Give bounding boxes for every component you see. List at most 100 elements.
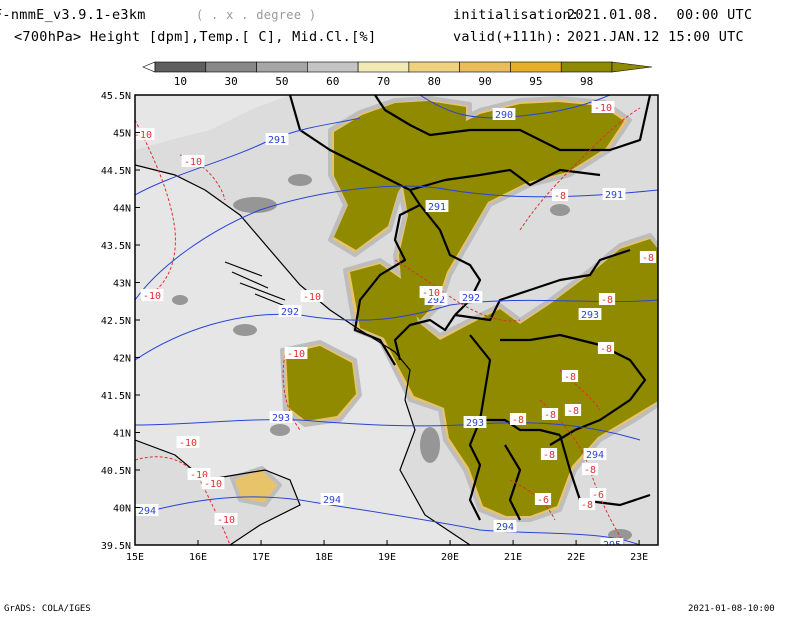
- temp-label: -8: [544, 410, 556, 421]
- height-label-bg: [265, 133, 289, 145]
- temp-label-bg: [300, 290, 324, 302]
- colorbar-label: 80: [428, 75, 441, 88]
- init-value: 2021.01.08. 00:00 UTC: [567, 7, 753, 23]
- height-label-bg: [135, 504, 159, 516]
- temp-label: -10: [287, 349, 305, 360]
- lon-label: 23E: [630, 552, 648, 563]
- colorbar-label: 98: [580, 75, 593, 88]
- init-label: initialisation:: [453, 7, 580, 23]
- temp-label-bg: [589, 488, 607, 500]
- temp-label-bg: [597, 342, 615, 354]
- height-label-bg: [269, 411, 293, 423]
- height-label: 294: [138, 506, 156, 517]
- colorbar-swatch: [256, 61, 308, 73]
- colorbar-swatch: [154, 61, 207, 73]
- model-title: F-nmmE_v3.9.1-e3km: [0, 7, 146, 23]
- colorbar-label: 30: [225, 75, 238, 88]
- temp-label: -6: [592, 490, 604, 501]
- height-label-bg: [463, 416, 487, 428]
- lat-label: 41.5N: [101, 391, 131, 402]
- height-label-bg: [493, 520, 517, 532]
- height-label: 291: [428, 202, 446, 213]
- height-contours: [135, 95, 658, 545]
- temp-label: -10: [594, 103, 612, 114]
- height-label-bg: [459, 291, 483, 303]
- height-label: 294: [323, 495, 341, 506]
- temp-label-bg: [534, 493, 552, 505]
- temp-label: -10: [184, 157, 202, 168]
- colorbar-label: 10: [174, 75, 187, 88]
- temp-label-bg: [551, 189, 569, 201]
- height-label-bg: [602, 188, 626, 200]
- temp-label: -10: [134, 130, 152, 141]
- lon-label: 19E: [378, 552, 396, 563]
- temp-labels: -10-10-10 -10 -10-10-10-10-10-10-10-8-8-8-…: [134, 101, 657, 526]
- temp-label-bg: [201, 477, 225, 489]
- lat-label: 39.5N: [101, 541, 131, 552]
- temp-label-bg: [591, 101, 615, 113]
- temp-label: -8: [584, 465, 596, 476]
- temp-label: -10: [143, 291, 161, 302]
- height-label: 292: [281, 307, 299, 318]
- temp-label: -8: [600, 344, 612, 355]
- height-label-bg: [492, 108, 516, 120]
- height-label-bg: [600, 538, 624, 545]
- temp-label: -8: [512, 415, 524, 426]
- colorbar-label: 90: [478, 75, 491, 88]
- colorbar-swatch: [205, 61, 257, 73]
- height-label-bg: [278, 305, 302, 317]
- temp-label: -10: [204, 479, 222, 490]
- grid-note: ( . x . degree ): [196, 8, 317, 22]
- height-label: 293: [581, 310, 599, 321]
- lon-label: 17E: [252, 552, 270, 563]
- height-label: 294: [586, 450, 604, 461]
- temp-label-bg: [564, 404, 582, 416]
- temp-label-bg: [540, 448, 558, 460]
- temp-label: -8: [567, 406, 579, 417]
- lat-label: 43N: [113, 279, 131, 290]
- temp-label-bg: [509, 413, 527, 425]
- lon-label: 16E: [189, 552, 207, 563]
- temp-label: -10: [422, 288, 440, 299]
- height-label: 291: [605, 190, 623, 201]
- height-label-bg: [583, 448, 607, 460]
- temp-label: -8: [642, 253, 654, 264]
- temp-label: -6: [537, 495, 549, 506]
- colorbar-label: 50: [275, 75, 288, 88]
- height-label: 293: [272, 413, 290, 424]
- height-label: 292: [462, 293, 480, 304]
- temp-label: -8: [601, 295, 613, 306]
- temp-label-bg: [176, 436, 200, 448]
- height-label-bg: [578, 308, 602, 320]
- colorbar-swatch: [307, 61, 359, 73]
- temp-label-bg: [541, 408, 559, 420]
- colorbar-arrow-low: [142, 61, 156, 73]
- height-label-bg: [320, 493, 344, 505]
- temp-label-bg: [578, 498, 596, 510]
- temp-label: -10: [179, 438, 197, 449]
- lat-label: 44.5N: [101, 166, 131, 177]
- lat-label: 45N: [113, 129, 131, 140]
- coastline: [135, 164, 471, 545]
- map-panel: 291 290 291 291 292 292 292 293 293 293 294 294 294 2…: [101, 91, 659, 563]
- lon-label: 22E: [567, 552, 585, 563]
- temp-label: -8: [543, 450, 555, 461]
- lat-label: 44N: [113, 204, 131, 215]
- lat-label: 42.5N: [101, 316, 131, 327]
- colorbar-swatch: [510, 61, 562, 73]
- height-label: 295: [603, 540, 621, 551]
- fields-label: <700hPa> Height [dpm],Temp.[ C], Mid.Cl.…: [14, 29, 377, 45]
- valid-value: 2021.JAN.12 15:00 UTC: [567, 29, 744, 45]
- temp-label: -10: [303, 292, 321, 303]
- lat-label: 45.5N: [101, 91, 131, 102]
- height-label: 293: [466, 418, 484, 429]
- height-label-bg: [425, 200, 449, 212]
- lon-label: 15E: [126, 552, 144, 563]
- lat-label: 40N: [113, 504, 131, 515]
- axis-labels: 45.5N 45N 44.5N 44N 43.5N 43N 42.5N 42N 41.5N 41N…: [101, 91, 648, 563]
- colorbar-swatch: [357, 61, 410, 73]
- colorbar-label: 60: [326, 75, 339, 88]
- height-label: 292: [427, 295, 445, 306]
- colorbar-arrow-high: [611, 61, 653, 73]
